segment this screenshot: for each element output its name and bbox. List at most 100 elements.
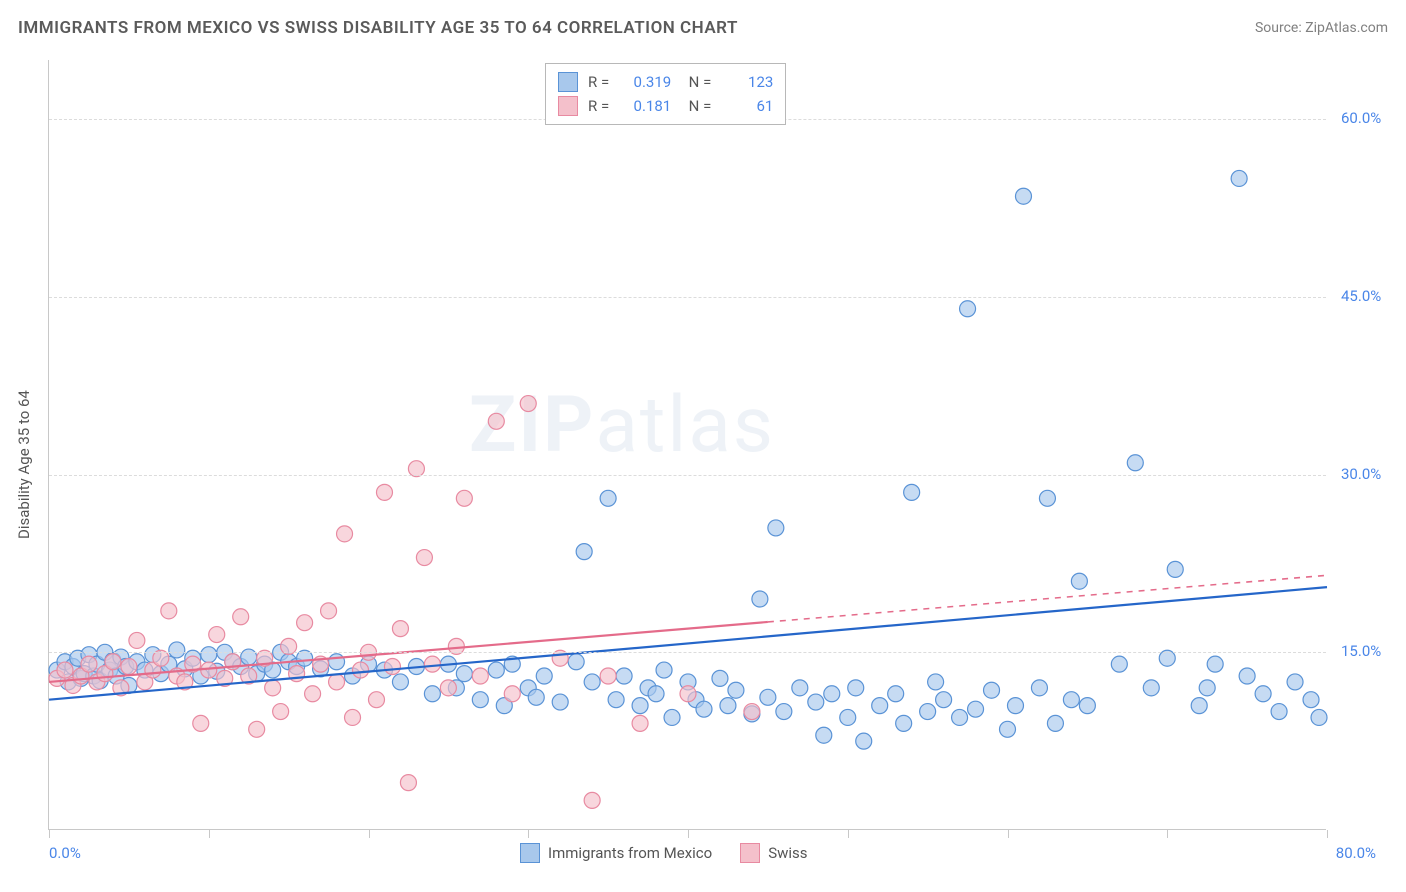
gridline-h [49, 475, 1326, 476]
point-mexico [1111, 656, 1127, 672]
point-mexico [632, 698, 648, 714]
point-mexico [896, 715, 912, 731]
stat-r-label: R = [588, 94, 609, 118]
gridline-h [49, 297, 1326, 298]
point-swiss [400, 775, 416, 791]
point-mexico [928, 674, 944, 690]
point-swiss [249, 721, 265, 737]
chart-title: IMMIGRANTS FROM MEXICO VS SWISS DISABILI… [18, 18, 738, 38]
point-mexico [1287, 674, 1303, 690]
point-swiss [440, 680, 456, 696]
x-tick [1167, 830, 1168, 838]
stat-n-value: 61 [721, 94, 773, 118]
point-mexico [936, 692, 952, 708]
point-swiss [105, 654, 121, 670]
point-mexico [776, 704, 792, 720]
point-mexico [329, 654, 345, 670]
point-mexico [984, 682, 1000, 698]
legend-stat-row-mexico: R = 0.319 N = 123 [558, 70, 773, 94]
stat-n-label: N = [681, 70, 711, 94]
stat-r-value: 0.319 [619, 70, 671, 94]
point-swiss [504, 686, 520, 702]
x-max-label: 80.0% [1336, 844, 1376, 862]
point-mexico [1143, 680, 1159, 696]
point-swiss [424, 656, 440, 672]
point-mexico [960, 301, 976, 317]
point-mexico [648, 686, 664, 702]
point-mexico [1303, 692, 1319, 708]
point-swiss [265, 680, 281, 696]
point-mexico [656, 662, 672, 678]
point-swiss [305, 686, 321, 702]
stat-r-value: 0.181 [619, 94, 671, 118]
plot-area: ZIPatlas 15.0%30.0%45.0%60.0%0.0%80.0% [48, 60, 1326, 830]
point-swiss [416, 550, 432, 566]
gridline-h [49, 652, 1326, 653]
point-mexico [872, 698, 888, 714]
point-mexico [1191, 698, 1207, 714]
stat-n-value: 123 [721, 70, 773, 94]
point-mexico [616, 668, 632, 684]
point-swiss [233, 609, 249, 625]
point-mexico [808, 694, 824, 710]
title-bar: IMMIGRANTS FROM MEXICO VS SWISS DISABILI… [18, 18, 1388, 38]
point-mexico [584, 674, 600, 690]
point-mexico [1199, 680, 1215, 696]
point-mexico [1255, 686, 1271, 702]
point-swiss [744, 704, 760, 720]
point-mexico [488, 662, 504, 678]
point-swiss [368, 692, 384, 708]
point-mexico [169, 642, 185, 658]
point-mexico [424, 686, 440, 702]
point-mexico [528, 689, 544, 705]
stat-r-label: R = [588, 70, 609, 94]
point-swiss [488, 413, 504, 429]
point-swiss [209, 627, 225, 643]
point-mexico [536, 668, 552, 684]
point-mexico [1231, 170, 1247, 186]
point-mexico [760, 689, 776, 705]
point-mexico [568, 654, 584, 670]
point-mexico [968, 701, 984, 717]
point-mexico [456, 666, 472, 682]
legend-item-mexico: Immigrants from Mexico [520, 843, 712, 863]
point-mexico [920, 704, 936, 720]
point-mexico [552, 694, 568, 710]
point-mexico [201, 647, 217, 663]
trendline-swiss-dashed [768, 575, 1327, 622]
point-mexico [1000, 721, 1016, 737]
point-mexico [1127, 455, 1143, 471]
point-mexico [1167, 561, 1183, 577]
point-mexico [1071, 573, 1087, 589]
legend-label: Swiss [768, 844, 807, 862]
point-mexico [1031, 680, 1047, 696]
stat-n-label: N = [681, 94, 711, 118]
point-mexico [1039, 490, 1055, 506]
point-swiss [273, 704, 289, 720]
legend-swatch-mexico [520, 843, 540, 863]
point-mexico [696, 701, 712, 717]
y-tick-label: 45.0% [1341, 287, 1381, 305]
point-mexico [848, 680, 864, 696]
x-tick [528, 830, 529, 838]
point-swiss [584, 792, 600, 808]
chart-svg [49, 60, 1327, 830]
point-swiss [600, 668, 616, 684]
x-min-label: 0.0% [49, 844, 81, 862]
point-mexico [816, 727, 832, 743]
legend-series: Immigrants from Mexico Swiss [520, 843, 808, 863]
point-mexico [840, 709, 856, 725]
point-swiss [161, 603, 177, 619]
y-tick-label: 60.0% [1341, 109, 1381, 127]
point-mexico [1207, 656, 1223, 672]
point-mexico [712, 670, 728, 686]
point-swiss [57, 662, 73, 678]
point-mexico [728, 682, 744, 698]
point-mexico [1239, 668, 1255, 684]
point-swiss [297, 615, 313, 631]
legend-item-swiss: Swiss [740, 843, 807, 863]
point-swiss [520, 396, 536, 412]
legend-swatch-swiss [558, 96, 578, 116]
source-label: Source: ZipAtlas.com [1255, 20, 1388, 36]
point-swiss [121, 659, 137, 675]
